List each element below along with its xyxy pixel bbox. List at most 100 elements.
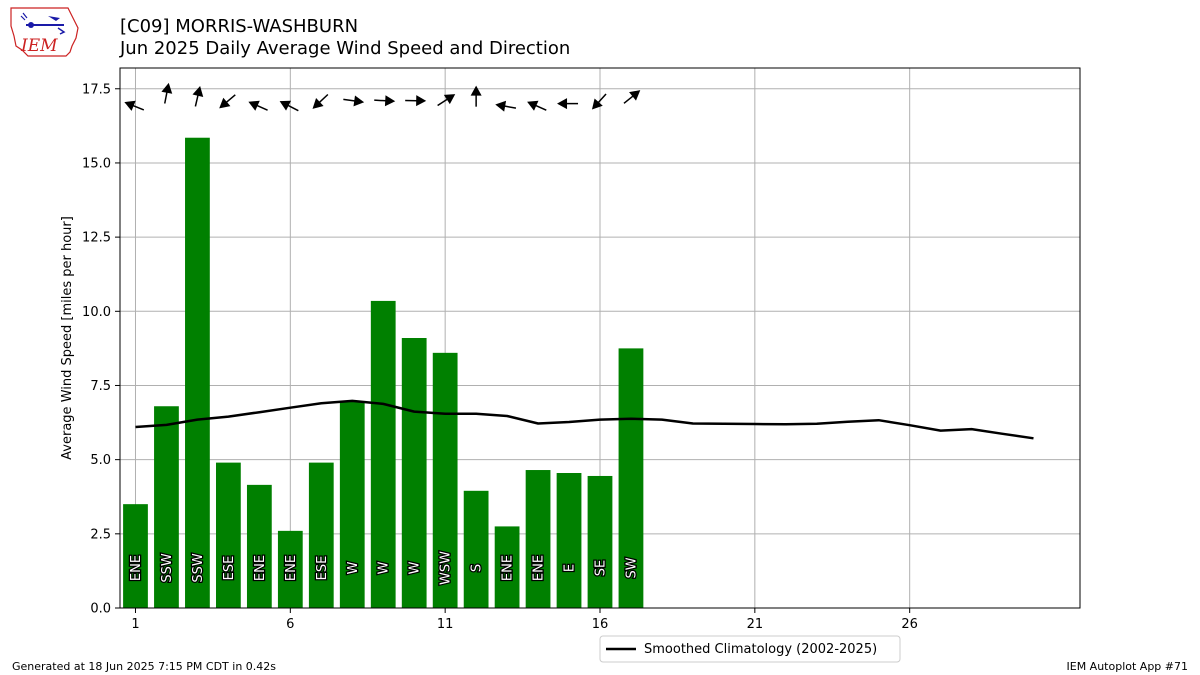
direction-label-day-13: ENE — [501, 555, 516, 581]
iem-logo: IEM — [8, 6, 80, 60]
wind-arrow-head — [527, 100, 539, 111]
wind-arrow-shaft — [597, 93, 607, 104]
bar-day-10 — [401, 338, 427, 608]
direction-label-day-8: W — [346, 561, 361, 574]
wind-arrow-head — [312, 97, 324, 109]
wind-arrow-day-12 — [470, 85, 482, 107]
y-tick-label: 10.0 — [82, 305, 111, 320]
wind-arrow-day-13 — [495, 100, 517, 112]
direction-label-day-1: ENE — [129, 555, 144, 581]
wind-arrow-day-6 — [279, 100, 299, 112]
wind-arrow-head — [557, 98, 568, 110]
wind-arrow-day-11 — [437, 94, 456, 107]
wind-arrow-shaft — [194, 94, 199, 107]
wind-arrow-day-15 — [557, 98, 579, 110]
bar-day-7 — [308, 462, 334, 608]
wind-arrow-head — [443, 94, 456, 105]
bar-day-14 — [525, 470, 551, 608]
bar-direction-labels: ENE SSW SSW ESE ENE ENE ESE W W W WSW S ENE ENE E SE SW — [128, 550, 641, 587]
grid-lines — [120, 68, 1080, 609]
chart-title: [C09] MORRIS-WASHBURN — [120, 16, 359, 37]
wind-arrow-day-1 — [124, 100, 145, 111]
bar-day-12 — [463, 490, 489, 608]
wind-arrow-shaft — [623, 95, 634, 104]
y-tick-label: 17.5 — [82, 82, 111, 97]
bar-day-13 — [494, 526, 520, 608]
y-tick-label: 5.0 — [90, 453, 111, 468]
wind-arrow-head — [470, 85, 482, 96]
wind-arrow-day-5 — [248, 100, 268, 111]
wind-arrow-day-7 — [312, 93, 329, 109]
wind-arrow-shaft — [504, 105, 517, 109]
title-block: [C09] MORRIS-WASHBURN Jun 2025 Daily Ave… — [120, 16, 570, 60]
direction-label-day-11: WSW — [439, 551, 454, 585]
climatology-line-group — [135, 399, 1034, 440]
wind-arrow-day-8 — [343, 95, 365, 107]
wind-arrow-head — [219, 97, 231, 109]
iowa-state-outline-logo-icon: IEM — [10, 7, 79, 57]
wind-arrow-shaft — [535, 104, 547, 111]
wind-arrow-shaft — [256, 104, 268, 111]
direction-label-day-3: SSW — [191, 553, 206, 583]
x-tick-label: 21 — [747, 617, 764, 632]
legend: Smoothed Climatology (2002-2025) — [599, 635, 901, 663]
wind-arrow-head — [591, 98, 603, 110]
wind-arrow-head — [248, 100, 260, 111]
wind-arrow-day-16 — [591, 93, 607, 110]
wind-arrow-shaft — [287, 104, 299, 112]
bar-day-8 — [339, 401, 365, 608]
wind-arrow-head — [353, 95, 365, 107]
wind-arrow-shaft — [437, 98, 449, 107]
direction-label-day-4: ESE — [222, 556, 237, 581]
svg-text:IEM: IEM — [20, 36, 58, 56]
x-tick-label: 1 — [131, 617, 139, 632]
direction-label-day-17: SW — [624, 557, 639, 578]
direction-label-day-12: S — [470, 564, 485, 572]
x-tick-label: 16 — [592, 617, 609, 632]
direction-label-day-16: SE — [594, 560, 609, 576]
bar-day-1 — [123, 504, 148, 608]
app-credit: IEM Autoplot App #71 — [1066, 660, 1189, 673]
y-tick-label: 2.5 — [90, 527, 111, 542]
bar-day-2 — [154, 406, 179, 608]
wind-arrow-day-9 — [374, 95, 396, 107]
direction-label-day-7: ESE — [315, 556, 330, 581]
x-tick-label: 26 — [901, 617, 918, 632]
y-axis-label: Average Wind Speed [miles per hour] — [60, 216, 75, 460]
y-tick-label: 7.5 — [90, 379, 111, 394]
wind-arrow-head — [192, 85, 204, 97]
wind-arrow-day-10 — [405, 95, 427, 107]
wind-arrow-day-2 — [161, 82, 173, 104]
direction-label-day-6: ENE — [284, 555, 299, 581]
bar-day-17 — [618, 348, 644, 608]
bar-day-9 — [370, 300, 396, 608]
legend-label: Smoothed Climatology (2002-2025) — [644, 642, 877, 657]
direction-label-day-5: ENE — [253, 555, 268, 581]
bar-day-6 — [277, 530, 303, 608]
generated-timestamp: Generated at 18 Jun 2025 7:15 PM CDT in … — [12, 660, 277, 673]
wind-arrow-head — [416, 95, 427, 107]
wind-arrows — [124, 82, 641, 112]
direction-label-day-9: W — [377, 561, 392, 574]
bar-day-11 — [432, 352, 458, 608]
chart-subtitle: Jun 2025 Daily Average Wind Speed and Di… — [120, 38, 571, 59]
bar-day-4 — [216, 462, 241, 608]
bar-day-16 — [587, 475, 613, 608]
wind-arrow-head — [384, 95, 396, 107]
wind-arrow-day-14 — [527, 100, 547, 111]
y-tick-label: 12.5 — [82, 231, 111, 246]
bar-day-15 — [556, 473, 582, 608]
climatology-line — [135, 399, 1034, 440]
wind-arrow-head — [279, 100, 292, 111]
wind-arrow-shaft — [225, 94, 236, 104]
bars-group — [123, 137, 644, 608]
direction-label-day-2: SSW — [160, 553, 175, 583]
wind-arrow-head — [124, 100, 136, 111]
wind-arrow-shaft — [163, 91, 168, 104]
direction-label-day-14: ENE — [532, 555, 547, 581]
x-tick-label: 11 — [437, 617, 454, 632]
wind-arrow-shaft — [318, 93, 329, 104]
wind-arrow-head — [495, 100, 507, 112]
direction-label-day-15: E — [563, 564, 578, 572]
